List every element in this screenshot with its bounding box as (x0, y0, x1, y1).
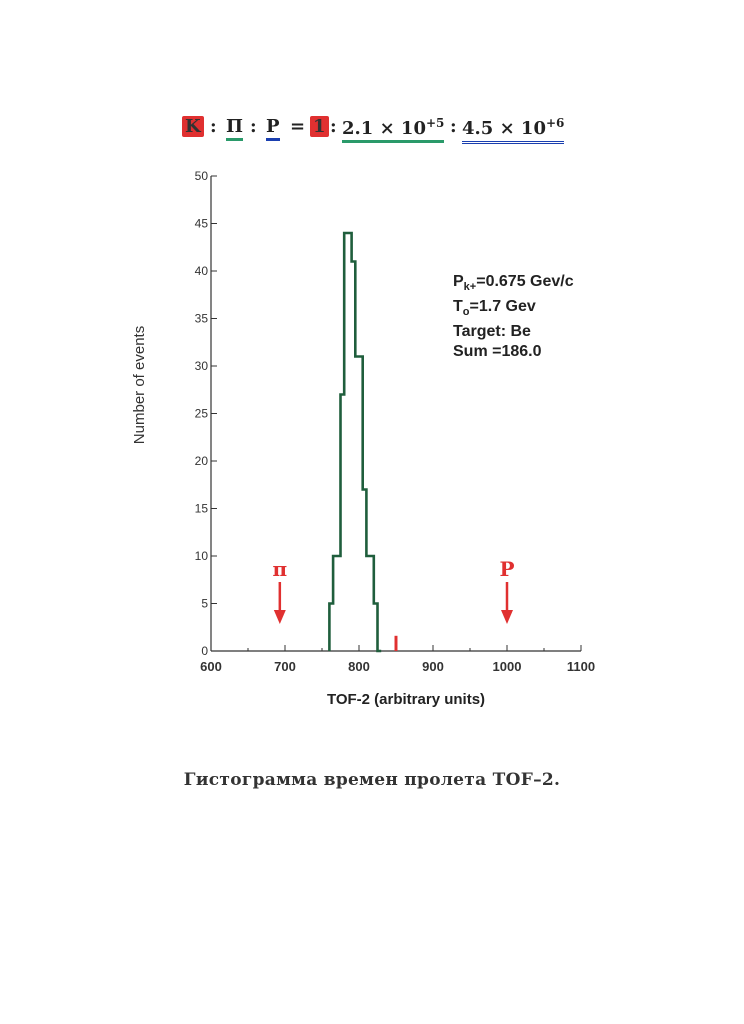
x-axis-label: TOF-2 (arbitrary units) (327, 691, 485, 708)
x-tick-label: 700 (274, 659, 296, 674)
kaon-label: K (182, 116, 204, 137)
y-axis-label: Number of events (131, 326, 148, 444)
ratio-separator: : (330, 116, 337, 137)
particle-ratio-header: K : П : P = 1 : 2.1 × 10+5 : 4.5 × 10+6 (178, 112, 598, 152)
particle-marker-arrow-head (273, 610, 286, 624)
x-tick-label: 600 (200, 659, 222, 674)
histogram-bin (363, 490, 367, 652)
ratio-separator: : (250, 116, 257, 137)
histogram-bin (341, 395, 345, 652)
y-tick-label: 40 (195, 264, 209, 278)
x-tick-label: 1000 (493, 659, 522, 674)
kaon-ratio-value: 1 (310, 116, 329, 137)
histogram-bin (374, 604, 378, 652)
y-tick-label: 0 (201, 644, 208, 658)
momentum-line: Pk+=0.675 Gev/c (453, 273, 574, 294)
proton-ratio-value: 4.5 × 10+6 (462, 116, 565, 144)
equals-sign: = (290, 116, 306, 137)
ratio-separator: : (450, 116, 457, 137)
x-tick-label: 900 (422, 659, 444, 674)
y-tick-label: 25 (195, 407, 209, 421)
y-tick-label: 10 (195, 549, 209, 563)
histogram-bin (355, 357, 362, 652)
particle-marker-arrow-head (501, 610, 513, 624)
target-line: Target: Be (453, 323, 531, 341)
y-tick-label: 45 (195, 217, 209, 231)
particle-marker-label: P (499, 557, 514, 581)
x-tick-label: 800 (348, 659, 370, 674)
histogram-bin (333, 556, 340, 651)
histogram-bin (366, 556, 373, 651)
run-parameters-annotation: Pk+=0.675 Gev/c To=1.7 Gev Target: Be Su… (453, 272, 574, 362)
histogram-outline (328, 231, 382, 653)
y-tick-label: 35 (195, 312, 209, 326)
y-tick-label: 15 (195, 502, 209, 516)
proton-label: P (266, 116, 280, 141)
histogram-bin (344, 233, 351, 651)
pion-label: П (226, 116, 243, 141)
sum-line: Sum =186.0 (453, 343, 542, 361)
particle-marker-label: π (272, 557, 287, 581)
ratio-separator: : (210, 116, 217, 137)
pion-ratio-value: 2.1 × 10+5 (342, 116, 445, 143)
histogram-bin (329, 604, 333, 652)
figure-caption: Гистограмма времен пролета ТОF–2. (183, 770, 561, 790)
x-tick-label: 1100 (567, 659, 595, 674)
y-tick-label: 50 (195, 169, 209, 183)
y-tick-label: 20 (195, 454, 209, 468)
y-tick-label: 30 (195, 359, 209, 373)
energy-line: To=1.7 Gev (453, 298, 536, 319)
histogram-bin (352, 262, 356, 652)
y-tick-label: 5 (201, 597, 208, 611)
small-red-bin (394, 635, 398, 651)
